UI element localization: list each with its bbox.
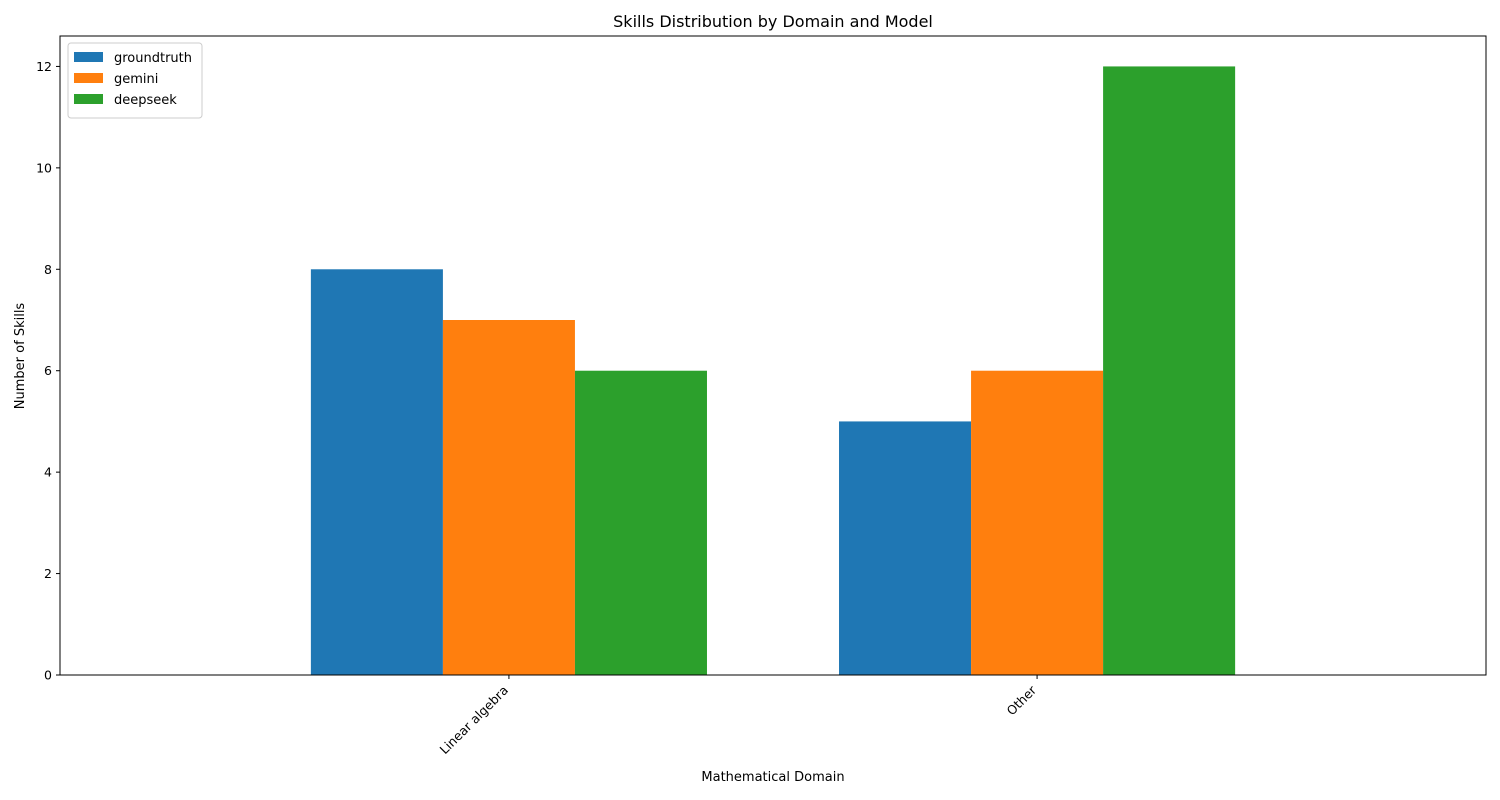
y-axis-ticks: 0 2 4 6 8 10 12: [36, 59, 60, 683]
bar-gemini-1: [971, 370, 1104, 675]
legend-label-groundtruth: groundtruth: [114, 51, 192, 66]
y-tick-label: 4: [44, 465, 52, 480]
bar-deepseek-0: [574, 370, 707, 675]
bars-group: [310, 66, 1236, 675]
bar-groundtruth-0: [310, 269, 443, 675]
plot-frame: [59, 35, 1487, 676]
x-tick-label: Linear algebra: [437, 683, 511, 757]
chart-title: Skills Distribution by Domain and Model: [613, 12, 933, 31]
y-tick-label: 0: [44, 668, 52, 683]
y-tick-label: 2: [44, 566, 52, 581]
legend-swatch-deepseek: [74, 94, 103, 104]
legend-label-deepseek: deepseek: [114, 93, 177, 108]
y-tick-label: 10: [36, 160, 52, 175]
bar-groundtruth-1: [839, 421, 972, 675]
legend-swatch-groundtruth: [74, 52, 103, 62]
x-axis-ticks: Linear algebra Other: [437, 675, 1040, 757]
y-tick-label: 6: [44, 363, 52, 378]
y-tick-label: 12: [36, 59, 52, 74]
bar-deepseek-1: [1103, 66, 1236, 675]
bar-gemini-0: [442, 320, 575, 675]
y-axis-label: Number of Skills: [13, 303, 28, 410]
x-axis-label: Mathematical Domain: [701, 770, 844, 785]
legend-swatch-gemini: [74, 73, 103, 83]
y-tick-label: 8: [44, 262, 52, 277]
legend-label-gemini: gemini: [114, 72, 158, 87]
x-tick-label: Other: [1003, 682, 1039, 718]
legend: groundtruth gemini deepseek: [67, 42, 203, 119]
